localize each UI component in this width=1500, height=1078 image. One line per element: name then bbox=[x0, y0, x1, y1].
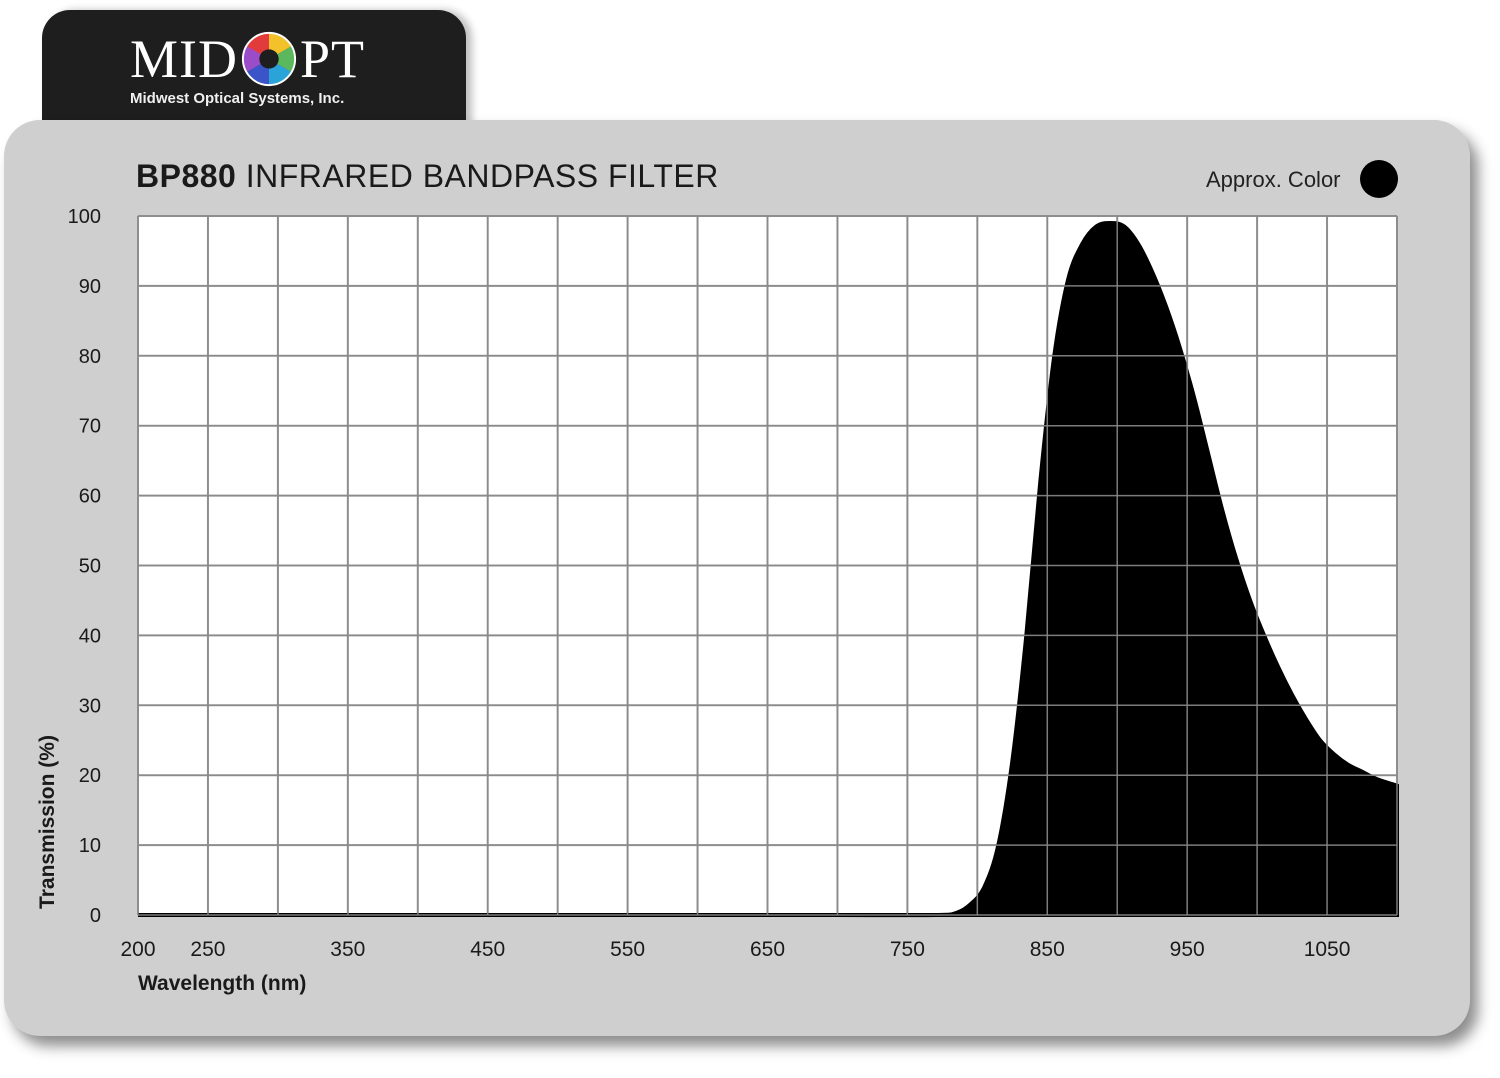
x-tick-label: 250 bbox=[190, 938, 225, 961]
x-tick-label: 850 bbox=[1030, 938, 1065, 961]
y-tick-label: 30 bbox=[79, 695, 101, 717]
x-tick-label: 950 bbox=[1170, 938, 1205, 961]
logo-tagline: Midwest Optical Systems, Inc. bbox=[130, 90, 345, 107]
approx-color-swatch bbox=[1360, 160, 1398, 198]
y-tick-label: 60 bbox=[79, 486, 101, 508]
x-tick-label: 200 bbox=[120, 938, 155, 961]
approx-color-label: Approx. Color bbox=[1206, 167, 1341, 192]
color-wheel-icon bbox=[241, 31, 297, 87]
y-tick-label: 0 bbox=[90, 905, 101, 927]
y-tick-label: 90 bbox=[79, 276, 101, 298]
y-tick-label: 10 bbox=[79, 835, 101, 857]
x-axis-label: Wavelength (nm) bbox=[138, 972, 306, 995]
logo-word-left: MID bbox=[130, 29, 238, 89]
filter-name: INFRARED BANDPASS FILTER bbox=[245, 158, 719, 194]
x-tick-label: 650 bbox=[750, 938, 785, 961]
y-tick-label: 50 bbox=[79, 556, 101, 578]
y-axis-label: Transmission (%) bbox=[36, 735, 59, 909]
x-tick-label: 550 bbox=[610, 938, 645, 961]
y-tick-label: 70 bbox=[79, 416, 101, 438]
chart-title: BP880 INFRARED BANDPASS FILTER bbox=[136, 158, 719, 195]
model-number: BP880 bbox=[136, 158, 237, 194]
x-tick-label: 750 bbox=[890, 938, 925, 961]
x-tick-label: 350 bbox=[330, 938, 365, 961]
x-tick-label: 1050 bbox=[1304, 938, 1351, 961]
y-tick-labels: 0 10 20 30 40 50 60 70 80 90 100 bbox=[68, 206, 101, 927]
x-tick-labels: 200 250 350 450 550 650 750 850 950 1050 bbox=[120, 938, 1350, 961]
logo-tab: MID PT Midwest Optical Systems, Inc. bbox=[42, 10, 466, 140]
y-tick-label: 20 bbox=[79, 765, 101, 787]
gridlines-over-fill bbox=[137, 215, 1398, 916]
logo-wordmark: MID PT bbox=[130, 28, 365, 90]
logo-word-right: PT bbox=[300, 29, 366, 89]
y-tick-label: 40 bbox=[79, 625, 101, 647]
x-tick-label: 450 bbox=[470, 938, 505, 961]
y-tick-label: 100 bbox=[68, 206, 101, 228]
y-tick-label: 80 bbox=[79, 346, 101, 368]
